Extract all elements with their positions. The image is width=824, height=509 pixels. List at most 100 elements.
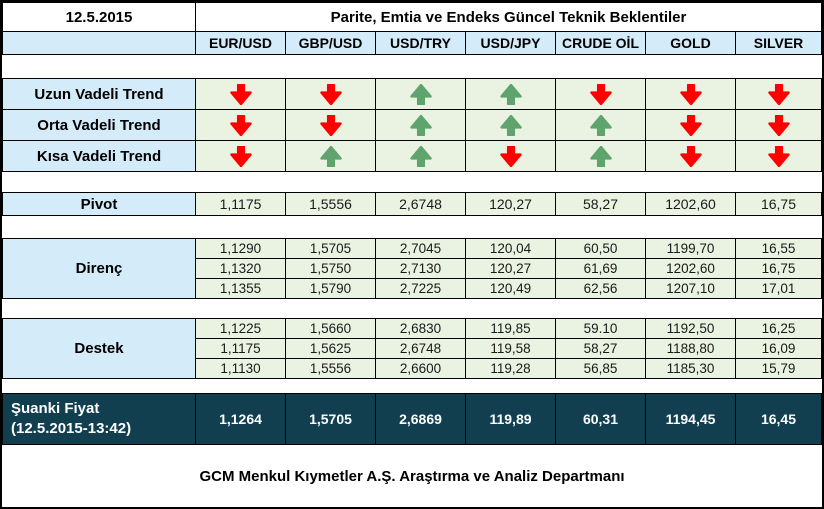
resistance-value: 1,5750 bbox=[286, 259, 375, 278]
resistance-value: 1,5705 bbox=[286, 239, 375, 258]
trend-up-arrow-icon bbox=[466, 110, 555, 140]
column-header-usdjpy: USD/JPY bbox=[466, 32, 555, 54]
support-table: Destek 1,1225 1,5660 2,6830 119,85 59.10 1192,… bbox=[2, 318, 822, 379]
current-price-value: 2,6869 bbox=[376, 394, 465, 444]
trend-down-arrow-icon bbox=[736, 141, 821, 171]
resistance-value: 2,7130 bbox=[376, 259, 465, 278]
footer-credit: GCM Menkul Kıymetler A.Ş. Araştırma ve A… bbox=[2, 445, 822, 507]
support-value: 2,6830 bbox=[376, 319, 465, 338]
support-value: 119,28 bbox=[466, 359, 555, 378]
current-price-timestamp: (12.5.2015-13:42) bbox=[11, 420, 132, 437]
current-price-value: 16,45 bbox=[736, 394, 821, 444]
support-value: 2,6600 bbox=[376, 359, 465, 378]
trend-up-arrow-icon bbox=[286, 141, 375, 171]
resistance-value: 120,27 bbox=[466, 259, 555, 278]
pivot-value: 16,75 bbox=[736, 193, 821, 215]
pivot-value: 1,5556 bbox=[286, 193, 375, 215]
resistance-value: 16,75 bbox=[736, 259, 821, 278]
page-title: Parite, Emtia ve Endeks Güncel Teknik Be… bbox=[196, 3, 821, 31]
support-value: 58,27 bbox=[556, 339, 645, 358]
column-header-crudeoil: CRUDE OİL bbox=[556, 32, 645, 54]
section-gap bbox=[2, 299, 822, 318]
trend-down-arrow-icon bbox=[646, 141, 735, 171]
support-label: Destek bbox=[3, 319, 195, 378]
support-value: 119,85 bbox=[466, 319, 555, 338]
report-date: 12.5.2015 bbox=[3, 3, 195, 31]
trend-up-arrow-icon bbox=[376, 79, 465, 109]
trend-down-arrow-icon bbox=[286, 79, 375, 109]
trend-down-arrow-icon bbox=[646, 110, 735, 140]
trend-down-arrow-icon bbox=[466, 141, 555, 171]
support-value: 15,79 bbox=[736, 359, 821, 378]
column-header-silver: SILVER bbox=[736, 32, 821, 54]
current-price-value: 60,31 bbox=[556, 394, 645, 444]
support-value: 1,5660 bbox=[286, 319, 375, 338]
resistance-value: 2,7225 bbox=[376, 279, 465, 298]
resistance-value: 1,1290 bbox=[196, 239, 285, 258]
resistance-value: 1,1355 bbox=[196, 279, 285, 298]
section-gap bbox=[2, 172, 822, 192]
current-price-value: 1,1264 bbox=[196, 394, 285, 444]
support-value: 1,5625 bbox=[286, 339, 375, 358]
report-header: 12.5.2015 Parite, Emtia ve Endeks Güncel… bbox=[2, 2, 822, 55]
trend-down-arrow-icon bbox=[196, 110, 285, 140]
section-gap bbox=[2, 55, 822, 78]
pivot-value: 120,27 bbox=[466, 193, 555, 215]
trend-down-arrow-icon bbox=[196, 79, 285, 109]
pivot-value: 1,1175 bbox=[196, 193, 285, 215]
support-value: 1185,30 bbox=[646, 359, 735, 378]
trend-up-arrow-icon bbox=[376, 110, 465, 140]
support-value: 1,1130 bbox=[196, 359, 285, 378]
trend-up-arrow-icon bbox=[556, 141, 645, 171]
support-value: 119,58 bbox=[466, 339, 555, 358]
current-price-value: 1194,45 bbox=[646, 394, 735, 444]
trend-down-arrow-icon bbox=[736, 79, 821, 109]
support-value: 1,1175 bbox=[196, 339, 285, 358]
support-value: 1192,50 bbox=[646, 319, 735, 338]
column-header-eurusd: EUR/USD bbox=[196, 32, 285, 54]
support-value: 56,85 bbox=[556, 359, 645, 378]
resistance-value: 120,49 bbox=[466, 279, 555, 298]
column-header-usdtry: USD/TRY bbox=[376, 32, 465, 54]
resistance-value: 61,69 bbox=[556, 259, 645, 278]
trend-down-arrow-icon bbox=[736, 110, 821, 140]
current-price-title: Şuanki Fiyat bbox=[11, 399, 100, 417]
column-header-gbpusd: GBP/USD bbox=[286, 32, 375, 54]
resistance-value: 1207,10 bbox=[646, 279, 735, 298]
support-value: 16,09 bbox=[736, 339, 821, 358]
current-price-row: Şuanki Fiyat (12.5.2015-13:42) 1,1264 1,570… bbox=[2, 393, 822, 445]
resistance-value: 2,7045 bbox=[376, 239, 465, 258]
resistance-value: 120,04 bbox=[466, 239, 555, 258]
trend-row-label: Orta Vadeli Trend bbox=[3, 110, 195, 140]
column-header-corner bbox=[3, 32, 195, 54]
resistance-table: Direnç 1,1290 1,5705 2,7045 120,04 60,50 1199,… bbox=[2, 238, 822, 299]
pivot-value: 2,6748 bbox=[376, 193, 465, 215]
resistance-value: 1199,70 bbox=[646, 239, 735, 258]
resistance-value: 62,56 bbox=[556, 279, 645, 298]
resistance-value: 1,1320 bbox=[196, 259, 285, 278]
resistance-value: 1202,60 bbox=[646, 259, 735, 278]
support-value: 59.10 bbox=[556, 319, 645, 338]
resistance-value: 60,50 bbox=[556, 239, 645, 258]
resistance-value: 1,5790 bbox=[286, 279, 375, 298]
support-value: 16,25 bbox=[736, 319, 821, 338]
trend-down-arrow-icon bbox=[286, 110, 375, 140]
trend-row-label: Kısa Vadeli Trend bbox=[3, 141, 195, 171]
support-value: 2,6748 bbox=[376, 339, 465, 358]
support-value: 1,1225 bbox=[196, 319, 285, 338]
trend-up-arrow-icon bbox=[466, 79, 555, 109]
column-header-gold: GOLD bbox=[646, 32, 735, 54]
resistance-label: Direnç bbox=[3, 239, 195, 298]
pivot-label: Pivot bbox=[3, 193, 195, 215]
trend-up-arrow-icon bbox=[556, 110, 645, 140]
pivot-value: 58,27 bbox=[556, 193, 645, 215]
support-value: 1188,80 bbox=[646, 339, 735, 358]
pivot-value: 1202,60 bbox=[646, 193, 735, 215]
support-value: 1,5556 bbox=[286, 359, 375, 378]
trend-row-label: Uzun Vadeli Trend bbox=[3, 79, 195, 109]
current-price-label: Şuanki Fiyat (12.5.2015-13:42) bbox=[3, 394, 195, 444]
trend-down-arrow-icon bbox=[556, 79, 645, 109]
section-gap bbox=[2, 379, 822, 393]
trend-up-arrow-icon bbox=[376, 141, 465, 171]
